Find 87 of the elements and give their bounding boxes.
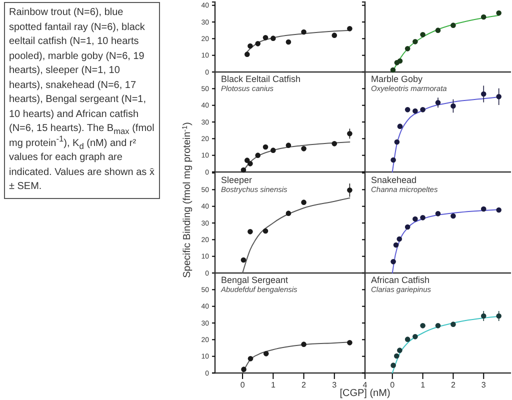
point (248, 161, 253, 166)
point (255, 41, 261, 46)
x-tick-label: 2 (302, 380, 307, 390)
point (404, 224, 410, 230)
chart-title: Snakehead (371, 175, 417, 185)
point (420, 323, 426, 328)
point (420, 107, 426, 112)
point (404, 46, 410, 52)
point (286, 39, 292, 45)
point (496, 207, 502, 213)
point (435, 323, 441, 328)
line-series (242, 198, 350, 274)
x-tick-label: 3 (481, 380, 486, 390)
point (270, 148, 276, 153)
point (244, 158, 250, 163)
point (390, 157, 396, 163)
point (347, 188, 352, 193)
point (286, 142, 292, 148)
point (390, 67, 396, 73)
point (496, 313, 502, 319)
point (480, 14, 486, 20)
point (396, 236, 402, 242)
x-tick-label: 1 (270, 380, 276, 390)
point (248, 43, 253, 49)
point (450, 103, 456, 109)
point (347, 131, 352, 136)
point (244, 52, 250, 57)
point (404, 336, 410, 342)
x-axis-title: [CGP] (nM) (340, 388, 390, 399)
point (390, 259, 396, 264)
point (420, 32, 426, 38)
point (450, 213, 456, 219)
point (301, 29, 306, 35)
point (240, 257, 246, 263)
point (347, 26, 352, 32)
point (412, 39, 418, 44)
point (332, 32, 338, 38)
point (390, 362, 396, 368)
point (332, 141, 338, 146)
point (248, 229, 253, 234)
point (262, 144, 268, 150)
point (397, 348, 402, 353)
point (301, 200, 306, 205)
point (412, 108, 418, 114)
x-tick-label: 4 (362, 380, 368, 390)
point (240, 167, 246, 173)
point (435, 28, 441, 33)
point (496, 10, 502, 16)
point (263, 351, 269, 356)
point (480, 91, 486, 97)
point (496, 94, 502, 100)
chart-title: Bengal Sergeant (221, 275, 289, 285)
point (480, 313, 486, 319)
x-tick-label: 3 (332, 380, 338, 390)
x-tick-label: 2 (450, 380, 456, 390)
point (347, 340, 352, 346)
point (301, 342, 306, 347)
point (241, 366, 246, 372)
point (255, 152, 261, 158)
point (286, 210, 292, 216)
point (450, 322, 456, 327)
point (480, 206, 486, 212)
point (248, 356, 254, 362)
point (450, 22, 456, 28)
chart-title: African Catfish (371, 275, 430, 285)
point (435, 100, 441, 106)
point (394, 139, 400, 145)
point (397, 58, 403, 64)
chart-title: Sleeper (221, 175, 252, 185)
point (301, 146, 306, 152)
chart-title: Black Eeltail Catfish (221, 74, 301, 84)
x-tick-label: 1 (420, 380, 426, 390)
point (412, 216, 418, 222)
point (435, 211, 441, 216)
point (412, 334, 418, 340)
x-tick-label: 0 (240, 380, 246, 390)
x-tick-label: 0 (390, 380, 396, 390)
point (262, 228, 268, 234)
point (262, 35, 268, 40)
text: Rainbow trout (N=6), blue spotted fantail ray (N=6), black eeltail catfish (N=1, 10 hearts pooled), marble goby (N=6, 19 hearts), sleeper (N=1, 10 hearts), snakehead (N=6, 17 hearts), Bengal sergeant (N=1, 10 hearts) and African catfish (N=6, 15 hearts). The B$_{max}$ (fmol mg protein$^{-1}$), K$_{d}$ (nM) and r² values for each graph are indicated. Values are shown as x̄ ± SEM. (9, 7, 154, 192)
point (394, 353, 400, 359)
point (404, 107, 410, 112)
chart-title: Marble Goby (371, 74, 424, 84)
point (397, 124, 403, 129)
point (270, 36, 276, 41)
point (393, 242, 399, 248)
point (420, 215, 426, 220)
